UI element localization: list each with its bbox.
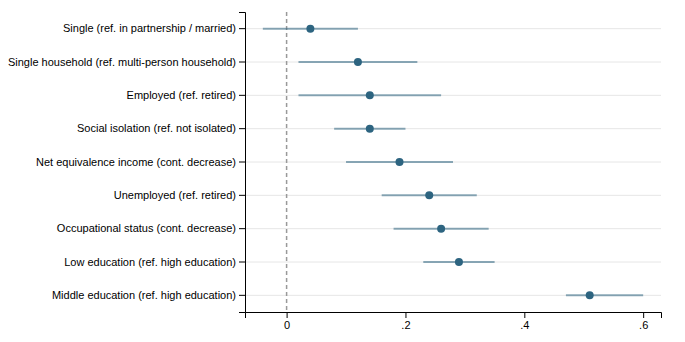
plot-marks <box>263 12 643 312</box>
point-estimate <box>455 258 463 266</box>
y-axis: Single (ref. in partnership / married) Si… <box>8 13 246 313</box>
x-axis: 0 .2 .4 .6 <box>246 312 662 331</box>
grid-line <box>245 162 661 163</box>
grid-line <box>245 62 661 63</box>
y-tick-label: Occupational status (cont. decrease) <box>57 222 236 234</box>
y-tick-mark <box>239 195 245 196</box>
y-tick-label: Low education (ref. high education) <box>64 256 236 268</box>
y-tick-mark <box>239 95 245 96</box>
x-tick: .4 <box>520 312 529 331</box>
y-tick-mark <box>239 162 245 163</box>
x-tick-label: .2 <box>401 319 410 331</box>
y-tick-mark <box>239 62 245 63</box>
y-tick-mark <box>239 228 245 229</box>
y-tick: Low education (ref. high education) <box>64 256 245 268</box>
grid-line <box>245 95 661 96</box>
grid-line <box>245 128 661 129</box>
y-tick-label: Employed (ref. retired) <box>127 89 236 101</box>
y-tick: Middle education (ref. high education) <box>52 289 245 301</box>
y-tick-mark <box>239 128 245 129</box>
grid-line <box>245 195 661 196</box>
x-tick-label: 0 <box>284 319 290 331</box>
x-tick-mark <box>524 312 525 318</box>
y-tick-mark <box>239 262 245 263</box>
y-tick: Unemployed (ref. retired) <box>114 189 245 201</box>
x-tick: 0 <box>284 312 290 331</box>
y-tick: Net equivalence income (cont. decrease) <box>36 156 245 168</box>
y-axis-line <box>239 13 246 313</box>
x-axis-line <box>246 313 662 319</box>
intervals <box>263 29 643 296</box>
grid-line <box>245 295 661 296</box>
y-tick-label: Social isolation (ref. not isolated) <box>77 122 236 134</box>
x-tick: .6 <box>639 312 648 331</box>
point-estimate <box>366 91 374 99</box>
point-estimate <box>366 125 374 133</box>
y-tick-mark <box>239 28 245 29</box>
reference-line <box>286 12 288 312</box>
point-estimate <box>586 291 594 299</box>
x-tick-mark <box>405 312 406 318</box>
grid <box>245 29 661 296</box>
y-tick-mark <box>239 295 245 296</box>
y-tick: Occupational status (cont. decrease) <box>57 222 245 234</box>
estimates <box>306 25 593 300</box>
y-tick-label: Unemployed (ref. retired) <box>114 189 236 201</box>
y-tick-label: Net equivalence income (cont. decrease) <box>36 156 236 168</box>
x-tick-label: .4 <box>520 319 529 331</box>
x-tick: .2 <box>401 312 410 331</box>
y-tick: Social isolation (ref. not isolated) <box>77 122 245 134</box>
y-tick-label: Single household (ref. multi-person hous… <box>8 56 236 68</box>
point-estimate <box>306 25 314 33</box>
confidence-interval <box>566 294 643 296</box>
y-tick-label: Single (ref. in partnership / married) <box>63 22 236 34</box>
point-estimate <box>437 225 445 233</box>
y-tick: Single household (ref. multi-person hous… <box>8 56 245 68</box>
x-tick-label: .6 <box>639 319 648 331</box>
grid-line <box>245 228 661 229</box>
point-estimate <box>396 158 404 166</box>
y-tick: Single (ref. in partnership / married) <box>63 22 245 34</box>
point-estimate <box>425 191 433 199</box>
point-estimate <box>354 58 362 66</box>
y-tick-label: Middle education (ref. high education) <box>52 289 236 301</box>
y-tick: Employed (ref. retired) <box>127 89 245 101</box>
x-tick-mark <box>287 312 288 318</box>
x-tick-mark <box>643 312 644 318</box>
grid-line <box>245 262 661 263</box>
chart: 0 .2 .4 .6 Single (ref. in partnership / mar… <box>0 0 685 342</box>
